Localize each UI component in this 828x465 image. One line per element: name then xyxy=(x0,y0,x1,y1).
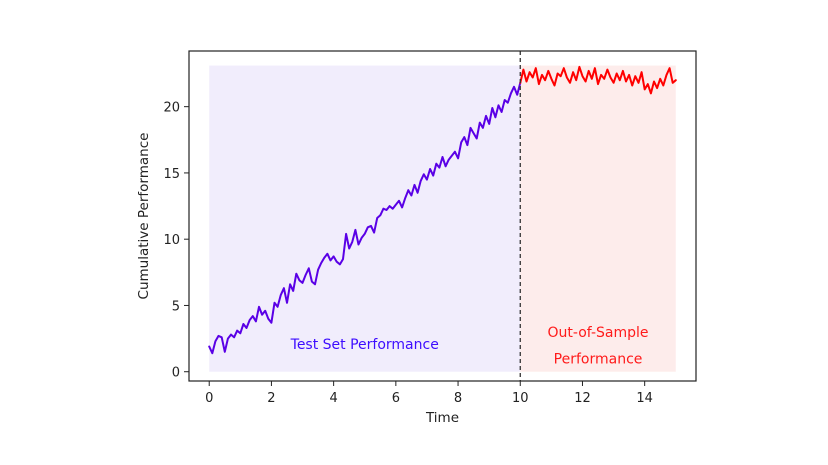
x-tick-label: 2 xyxy=(267,391,275,406)
y-tick-label: 0 xyxy=(172,366,180,381)
x-tick-label: 12 xyxy=(574,391,591,406)
shaded-region-1 xyxy=(520,65,676,372)
y-tick-label: 15 xyxy=(163,167,180,182)
y-tick-label: 10 xyxy=(163,233,180,248)
series-lines xyxy=(208,65,677,355)
annotations: Test Set Performance Out-of-Sample Perform… xyxy=(290,325,649,368)
y-tick-label: 20 xyxy=(163,101,180,116)
y-axis-ticks: 0 5 10 15 20 xyxy=(163,101,189,381)
y-axis-label: Cumulative Performance xyxy=(136,133,152,300)
annotation-0: Test Set Performance xyxy=(290,337,439,353)
x-tick-label: 6 xyxy=(392,391,400,406)
x-tick-label: 4 xyxy=(329,391,337,406)
series-line-0 xyxy=(208,81,522,355)
series-line-1 xyxy=(519,65,677,95)
x-tick-label: 8 xyxy=(454,391,462,406)
annotation-2: Performance xyxy=(554,351,643,367)
x-axis-ticks: 0 2 4 6 8 10 12 14 xyxy=(205,381,653,406)
shaded-region-0 xyxy=(209,65,521,372)
shaded-regions xyxy=(209,65,676,372)
plot-frame xyxy=(188,50,697,382)
x-tick-label: 14 xyxy=(636,391,653,406)
x-tick-label: 0 xyxy=(205,391,213,406)
annotation-1: Out-of-Sample xyxy=(548,325,649,341)
x-axis-label: Time xyxy=(425,410,459,426)
x-tick-label: 10 xyxy=(512,391,529,406)
y-tick-label: 5 xyxy=(172,299,180,314)
